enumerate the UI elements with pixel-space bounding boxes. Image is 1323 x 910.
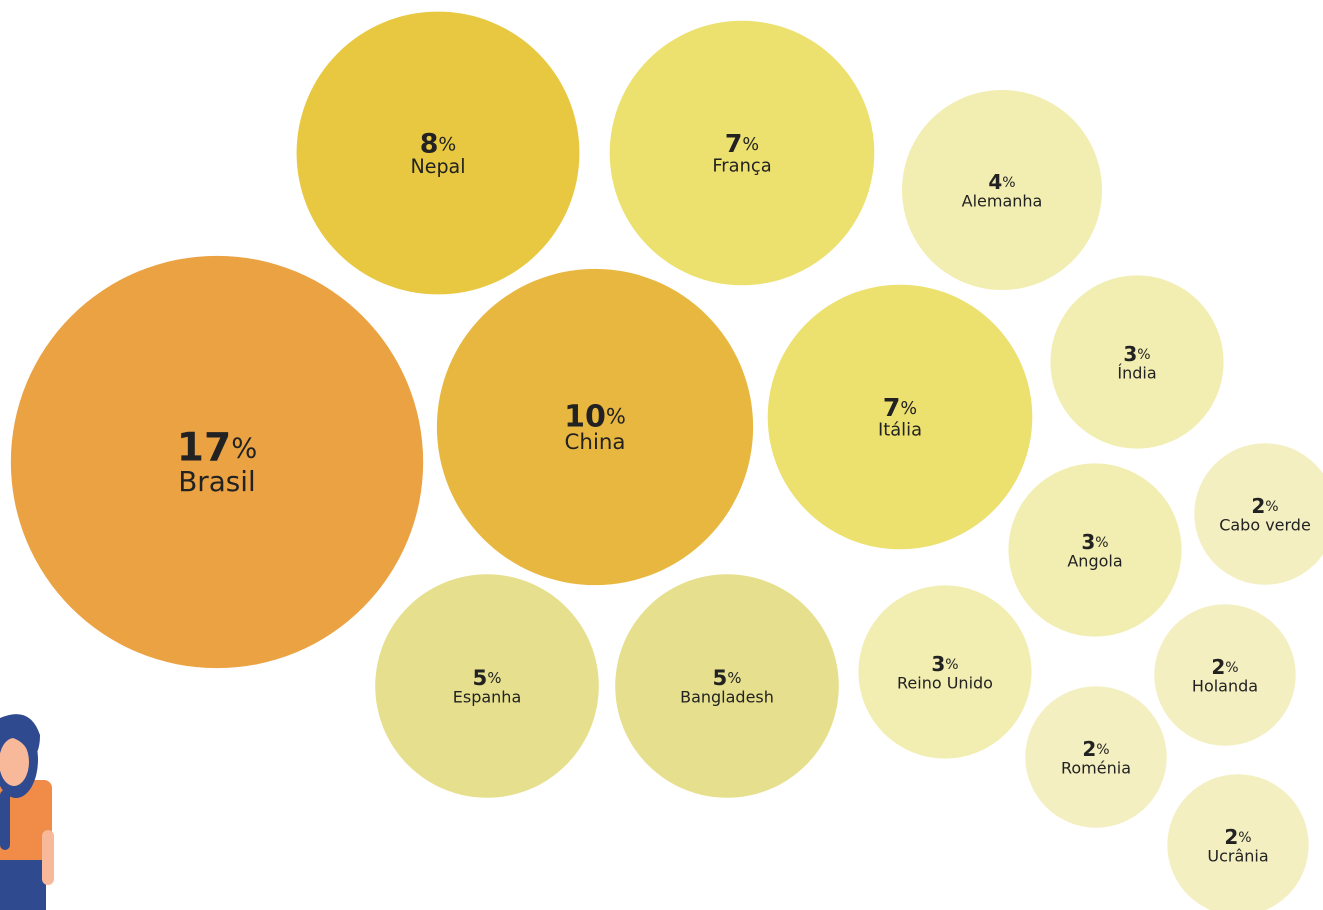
category-label: Índia <box>1117 364 1156 383</box>
value-label: 3% <box>1081 529 1108 553</box>
bubble <box>615 574 839 798</box>
value-number: 4 <box>988 169 1002 193</box>
value-unit: % <box>487 669 501 687</box>
bubble <box>10 255 424 669</box>
value-number: 5 <box>473 666 488 691</box>
bubble <box>858 585 1032 759</box>
category-label: Alemanha <box>962 192 1043 211</box>
value-label: 10% <box>564 399 626 434</box>
value-number: 8 <box>420 128 439 159</box>
bubble <box>767 284 1033 550</box>
value-label: 2% <box>1082 736 1109 760</box>
bubble <box>1194 443 1323 585</box>
category-label: Brasil <box>178 465 256 498</box>
value-unit: % <box>606 403 626 428</box>
value-label: 5% <box>473 666 502 691</box>
bubble <box>296 11 580 295</box>
category-label: Reino Unido <box>897 674 993 693</box>
category-label: Roménia <box>1061 759 1131 778</box>
value-number: 7 <box>883 393 900 422</box>
person-illustration <box>0 714 54 910</box>
bubble <box>1167 774 1309 910</box>
value-label: 7% <box>883 393 917 422</box>
value-unit: % <box>900 399 917 419</box>
value-label: 8% <box>420 128 457 159</box>
category-label: Nepal <box>410 155 465 178</box>
value-number: 2 <box>1224 824 1238 848</box>
category-label: Itália <box>878 419 922 440</box>
value-unit: % <box>742 135 759 155</box>
value-label: 2% <box>1224 824 1251 848</box>
value-number: 3 <box>1081 529 1095 553</box>
category-label: Cabo verde <box>1219 516 1311 535</box>
category-label: Angola <box>1067 552 1122 571</box>
bubble <box>1025 686 1167 828</box>
bubble <box>436 268 754 586</box>
value-label: 3% <box>1123 341 1150 365</box>
value-unit: % <box>1225 660 1238 676</box>
value-number: 2 <box>1082 736 1096 760</box>
value-unit: % <box>1002 175 1015 191</box>
value-label: 4% <box>988 169 1015 193</box>
value-label: 2% <box>1251 493 1278 517</box>
value-number: 7 <box>725 129 742 158</box>
value-label: 3% <box>931 651 958 675</box>
category-label: Bangladesh <box>680 688 774 707</box>
bubble <box>902 90 1102 290</box>
bubble <box>1008 463 1182 637</box>
category-label: Ucrânia <box>1207 847 1268 866</box>
value-unit: % <box>945 657 958 673</box>
value-unit: % <box>727 669 741 687</box>
category-label: China <box>565 430 626 455</box>
value-label: 5% <box>713 666 742 691</box>
value-unit: % <box>1265 499 1278 515</box>
value-label: 2% <box>1211 654 1238 678</box>
value-number: 2 <box>1251 493 1265 517</box>
category-label: Holanda <box>1192 677 1258 696</box>
value-unit: % <box>1096 742 1109 758</box>
value-label: 7% <box>725 129 759 158</box>
category-label: França <box>712 155 771 176</box>
value-unit: % <box>1238 830 1251 846</box>
value-unit: % <box>231 433 257 464</box>
bubble <box>609 20 875 286</box>
bubble <box>375 574 599 798</box>
value-unit: % <box>1095 535 1108 551</box>
value-number: 10 <box>564 399 606 434</box>
value-label: 17% <box>177 425 258 470</box>
value-unit: % <box>1137 347 1150 363</box>
value-unit: % <box>438 134 456 155</box>
category-label: Espanha <box>453 688 522 707</box>
value-number: 3 <box>1123 341 1137 365</box>
bubble <box>1154 604 1296 746</box>
bubble <box>1050 275 1224 449</box>
value-number: 3 <box>931 651 945 675</box>
value-number: 17 <box>177 425 232 470</box>
value-number: 2 <box>1211 654 1225 678</box>
value-number: 5 <box>713 666 728 691</box>
